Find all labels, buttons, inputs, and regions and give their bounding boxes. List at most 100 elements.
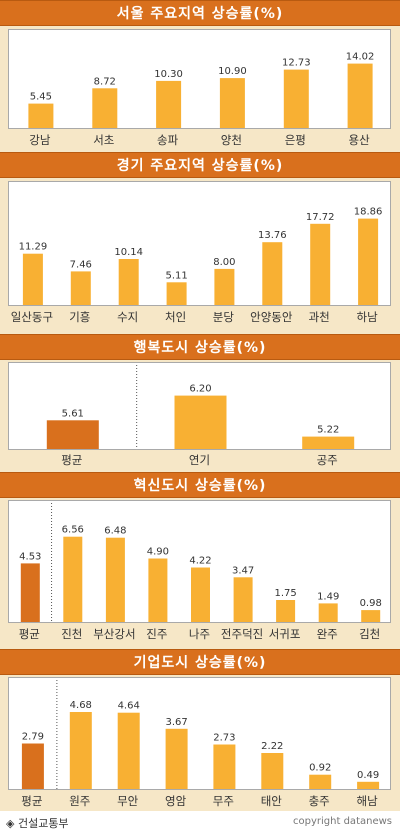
value-label-충주: 0.92 (309, 763, 331, 774)
source-label: ◈ 건설교통부 (6, 817, 69, 830)
bar-하남 (358, 218, 379, 305)
category-label-과천: 과천 (308, 310, 330, 324)
category-label-서귀포: 서귀포 (268, 627, 301, 641)
bar-서귀포 (276, 600, 296, 622)
category-label-하남: 하남 (356, 310, 378, 324)
bar-무안 (117, 712, 140, 789)
bar-충주 (309, 774, 332, 789)
bar-은평 (283, 69, 309, 128)
category-label-원주: 원주 (69, 794, 91, 808)
category-label-충주: 충주 (308, 794, 330, 808)
bar-안양동안 (262, 242, 283, 305)
value-label-무주: 2.73 (213, 733, 235, 744)
bar-양천 (219, 78, 245, 128)
value-label-기흥: 7.46 (70, 259, 92, 270)
bar-공주 (302, 436, 355, 449)
bar-진주 (148, 558, 168, 622)
value-label-태안: 2.22 (261, 741, 283, 752)
category-label-수지: 수지 (117, 310, 139, 324)
bar-용산 (347, 63, 373, 128)
bar-과천 (310, 223, 331, 305)
value-label-용산: 14.02 (346, 52, 375, 63)
value-label-무안: 4.64 (118, 701, 140, 712)
category-label-서초: 서초 (93, 133, 115, 147)
value-label-양천: 10.90 (218, 66, 247, 77)
category-label-부산강서: 부산강서 (93, 627, 136, 641)
value-label-부산강서: 6.48 (104, 526, 126, 537)
seoul-category-labels: 강남 서초 송파 양천 은평 용산 (8, 132, 391, 152)
hyeoksin-plot-area: 4.53 6.56 6.48 4.90 4.22 3.47 1.75 1.49 0.98 (8, 500, 391, 623)
value-label-일산동구: 11.29 (19, 242, 48, 253)
bar-일산동구 (22, 253, 43, 305)
value-label-원주: 4.68 (70, 700, 92, 711)
bar-연기 (174, 395, 227, 449)
value-label-송파: 10.30 (154, 69, 183, 80)
category-label-태안: 태안 (260, 794, 282, 808)
value-label-수지: 10.14 (114, 247, 143, 258)
hyeoksin-chart-svg: 4.53 6.56 6.48 4.90 4.22 3.47 1.75 1.49 0.98 (19, 503, 382, 622)
bar-진천 (63, 536, 83, 622)
category-label-공주: 공주 (316, 453, 338, 467)
category-label-처인: 처인 (165, 310, 187, 324)
haengbok-category-labels: 평균 연기 공주 (8, 452, 391, 472)
category-label-무안: 무안 (117, 794, 139, 808)
category-label-영암: 영암 (165, 794, 187, 808)
category-label-분당: 분당 (212, 310, 234, 324)
value-label-연기: 6.20 (189, 384, 211, 395)
gieop-chart-title: 기업도시 상승률(%) (0, 649, 400, 675)
seoul-plot-area: 5.45 8.72 10.30 10.90 12.73 14.02 (8, 29, 391, 129)
bar-강남 (28, 103, 54, 128)
haengbok-chart-svg: 5.61 6.20 5.22 (46, 365, 355, 449)
value-label-나주: 4.22 (189, 556, 211, 567)
value-label-서귀포: 1.75 (274, 588, 296, 599)
value-label-은평: 12.73 (282, 58, 311, 69)
value-label-전주덕진: 3.47 (232, 565, 254, 576)
bar-수지 (118, 259, 139, 305)
category-label-평균: 평균 (21, 794, 43, 808)
hyeoksin-chart-title: 혁신도시 상승률(%) (0, 472, 400, 498)
category-label-무주: 무주 (212, 794, 234, 808)
category-label-전주덕진: 전주덕진 (220, 627, 264, 641)
value-label-김천: 0.98 (360, 598, 382, 609)
bar-태안 (261, 753, 284, 789)
value-label-평균: 2.79 (22, 732, 44, 743)
value-label-강남: 5.45 (30, 92, 52, 103)
category-label-강남: 강남 (29, 133, 51, 147)
bar-무주 (213, 744, 236, 789)
value-label-해남: 0.49 (357, 770, 379, 781)
value-label-분당: 8.00 (213, 257, 235, 268)
bar-평균 (21, 743, 44, 789)
value-label-처인: 5.11 (165, 270, 187, 281)
bar-김천 (361, 610, 381, 622)
category-label-진천: 진천 (61, 627, 83, 641)
copyright-label: copyright datanews (293, 816, 392, 827)
category-label-송파: 송파 (157, 133, 179, 147)
gieop-category-labels: 평균 원주 무안 영암 무주 태안 충주 해남 (8, 793, 391, 813)
category-label-양천: 양천 (220, 133, 242, 147)
value-label-안양동안: 13.76 (258, 230, 287, 241)
value-label-서초: 8.72 (94, 76, 116, 87)
bar-전주덕진 (233, 577, 253, 622)
bar-부산강서 (105, 537, 125, 622)
category-label-용산: 용산 (348, 133, 370, 147)
category-label-기흥: 기흥 (69, 310, 91, 324)
gieop-chart-svg: 2.79 4.68 4.64 3.67 2.73 2.22 0.92 0.49 (21, 680, 379, 789)
category-label-안양동안: 안양동안 (250, 310, 293, 324)
bar-송파 (156, 80, 182, 128)
bar-영암 (165, 728, 188, 789)
seoul-chart-title: 서울 주요지역 상승률(%) (0, 0, 400, 26)
bar-분당 (214, 268, 235, 305)
bar-평균 (20, 563, 40, 622)
bar-기흥 (70, 271, 91, 305)
category-label-일산동구: 일산동구 (10, 310, 54, 324)
category-label-연기: 연기 (188, 453, 211, 467)
value-label-평균: 5.61 (62, 408, 84, 419)
gyeonggi-category-labels: 일산동구 기흥 수지 처인 분당 안양동안 과천 하남 (8, 309, 391, 329)
value-label-하남: 18.86 (354, 207, 383, 218)
category-label-나주: 나주 (188, 627, 211, 641)
category-label-은평: 은평 (284, 133, 306, 147)
gieop-plot-area: 2.79 4.68 4.64 3.67 2.73 2.22 0.92 0.49 (8, 677, 391, 790)
seoul-chart-svg: 5.45 8.72 10.30 10.90 12.73 14.02 (28, 52, 375, 128)
hyeoksin-category-labels: 평균 진천 부산강서 진주 나주 전주덕진 서귀포 완주 김천 (8, 626, 391, 646)
haengbok-chart-title: 행복도시 상승률(%) (0, 334, 400, 360)
